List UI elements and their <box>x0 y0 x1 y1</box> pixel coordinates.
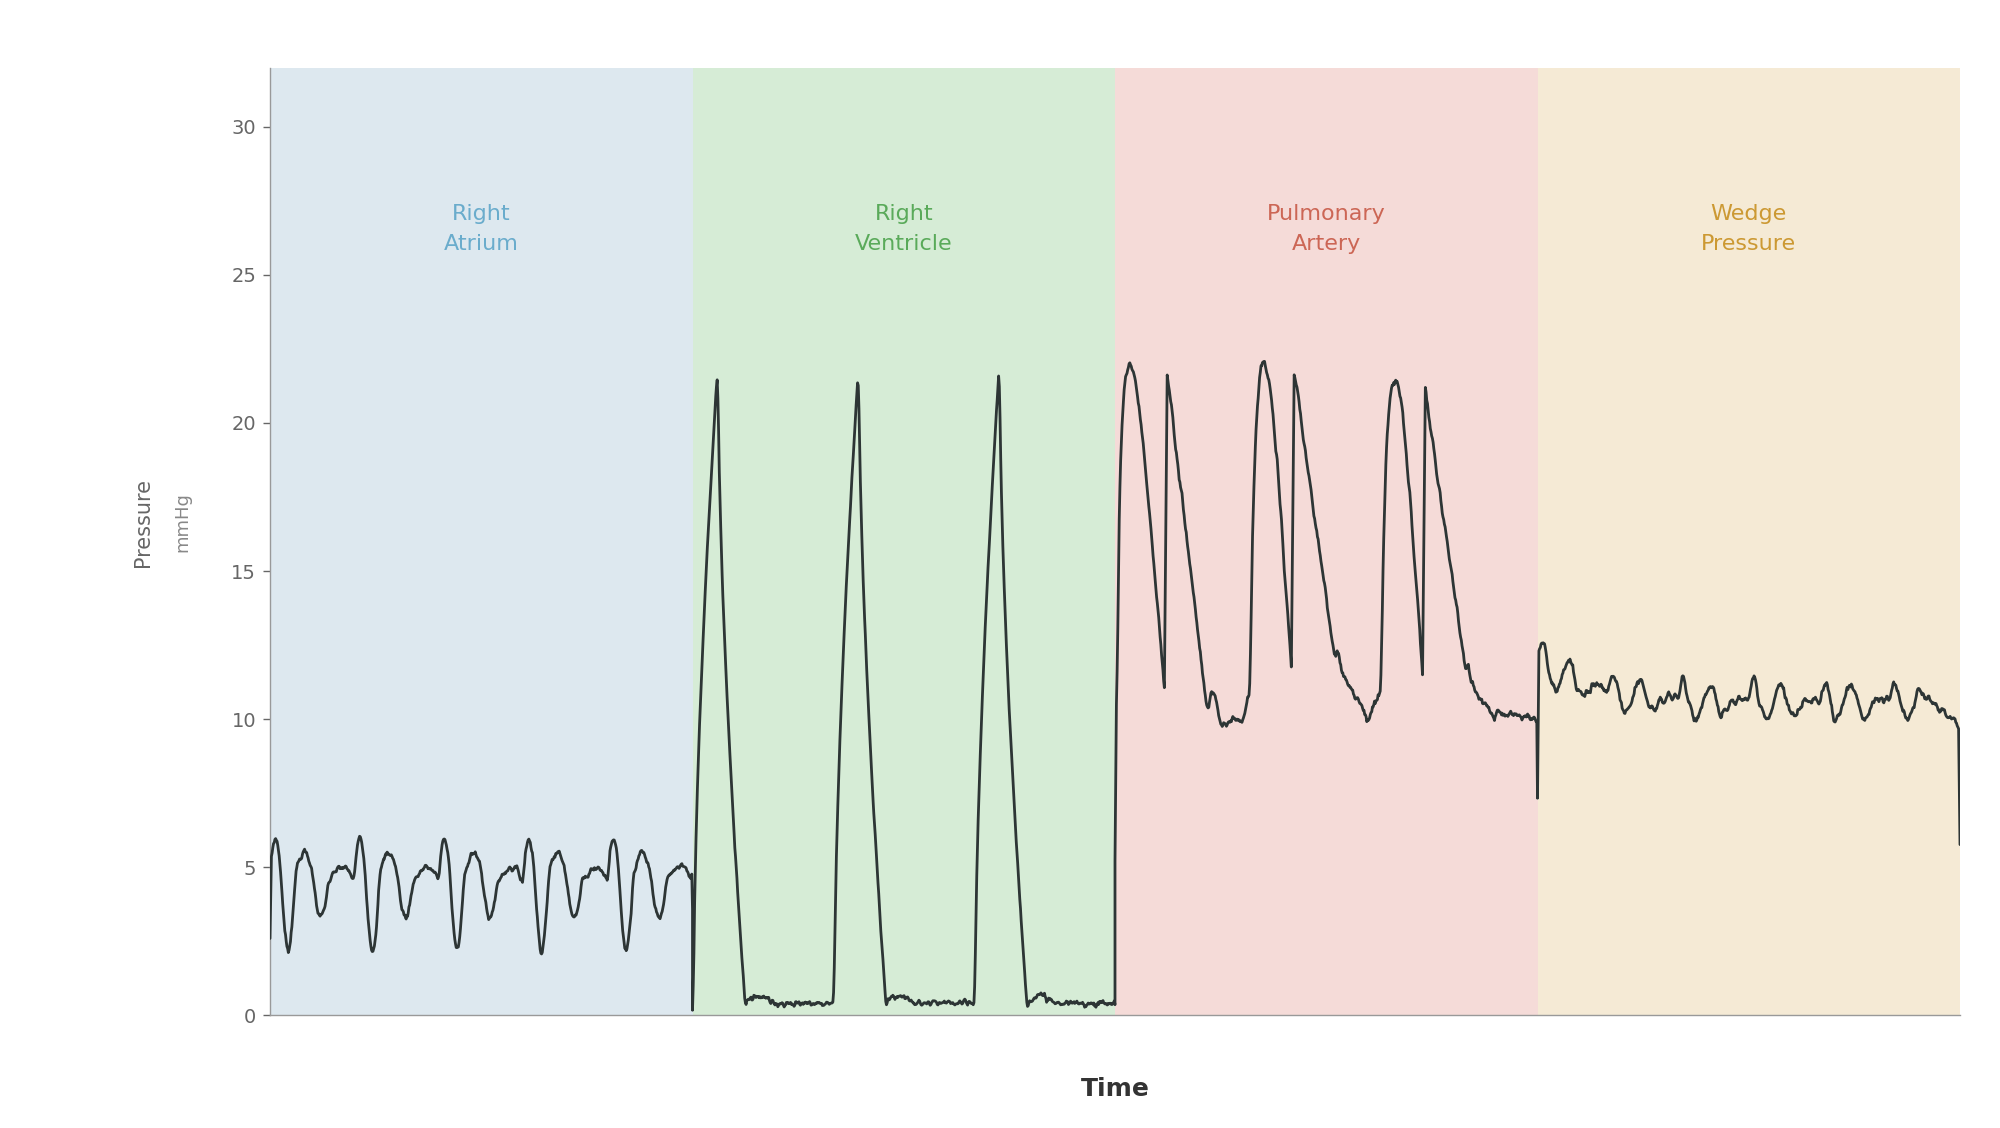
Text: Time: Time <box>1080 1077 1150 1101</box>
Text: Pulmonary
Artery: Pulmonary Artery <box>1266 204 1386 254</box>
Bar <box>692 68 1116 1015</box>
Text: Wedge
Pressure: Wedge Pressure <box>1702 204 1796 254</box>
Text: s: s <box>1110 1125 1120 1128</box>
Text: Right
Atrium: Right Atrium <box>444 204 518 254</box>
Text: Swan-Ganz Catheter: Swan-Ganz Catheter <box>50 310 94 818</box>
Text: mmHg: mmHg <box>174 493 192 553</box>
Text: Pressure: Pressure <box>134 478 154 567</box>
Text: Right
Ventricle: Right Ventricle <box>854 204 952 254</box>
Bar <box>1116 68 1538 1015</box>
Bar <box>270 68 692 1015</box>
Bar <box>1538 68 1960 1015</box>
